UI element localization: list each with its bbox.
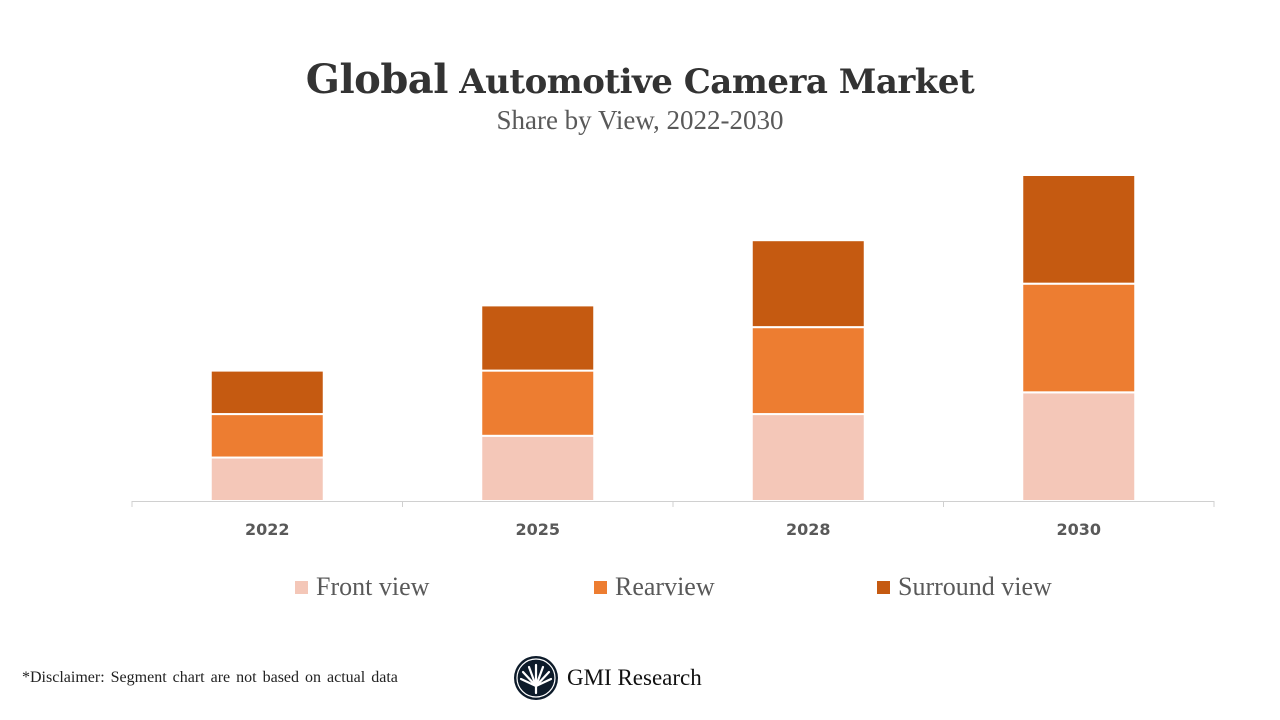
legend: Front view Rearview Surround view xyxy=(0,572,1280,602)
title-rest: Automotive Camera Market xyxy=(459,62,975,102)
x-tick-label: 2028 xyxy=(786,520,831,539)
chart-title: Global Automotive Camera Market xyxy=(0,56,1280,103)
legend-swatch xyxy=(877,580,890,594)
brand-logo: GMI Research xyxy=(513,655,702,701)
bar-segment-surround-view-2025 xyxy=(480,304,596,372)
bar-segment-front-view-2025 xyxy=(480,434,596,502)
disclaimer: *Disclaimer: Segment chart are not based… xyxy=(22,669,398,686)
x-tick-label: 2022 xyxy=(245,520,290,539)
brand-name: GMI Research xyxy=(567,665,702,690)
bar-segment-rearview-2025 xyxy=(480,369,596,437)
x-tick-label: 2025 xyxy=(515,520,560,539)
bar-segment-front-view-2028 xyxy=(750,413,866,503)
chart-subtitle: Share by View, 2022-2030 xyxy=(496,105,784,135)
bar-segment-surround-view-2022 xyxy=(209,369,325,416)
legend-label: Front view xyxy=(316,572,430,601)
bar-segment-surround-view-2028 xyxy=(750,239,866,329)
bar-segment-rearview-2028 xyxy=(750,326,866,416)
legend-swatch xyxy=(594,580,607,594)
legend-item-surround-view: Surround view xyxy=(877,572,1052,602)
legend-label: Rearview xyxy=(615,572,715,601)
bar-segment-front-view-2030 xyxy=(1021,391,1137,503)
legend-item-rearview: Rearview xyxy=(594,572,715,602)
legend-item-front-view: Front view xyxy=(295,572,429,602)
bar-segment-rearview-2022 xyxy=(209,413,325,459)
legend-label: Surround view xyxy=(898,572,1052,601)
legend-swatch xyxy=(295,580,308,594)
bar-segment-rearview-2030 xyxy=(1021,282,1137,394)
title-first-word: Global xyxy=(305,56,449,103)
bar-segment-front-view-2022 xyxy=(209,456,325,502)
gmi-logo-icon xyxy=(514,656,558,700)
x-tick-label: 2030 xyxy=(1056,520,1101,539)
bar-segment-surround-view-2030 xyxy=(1021,174,1137,285)
